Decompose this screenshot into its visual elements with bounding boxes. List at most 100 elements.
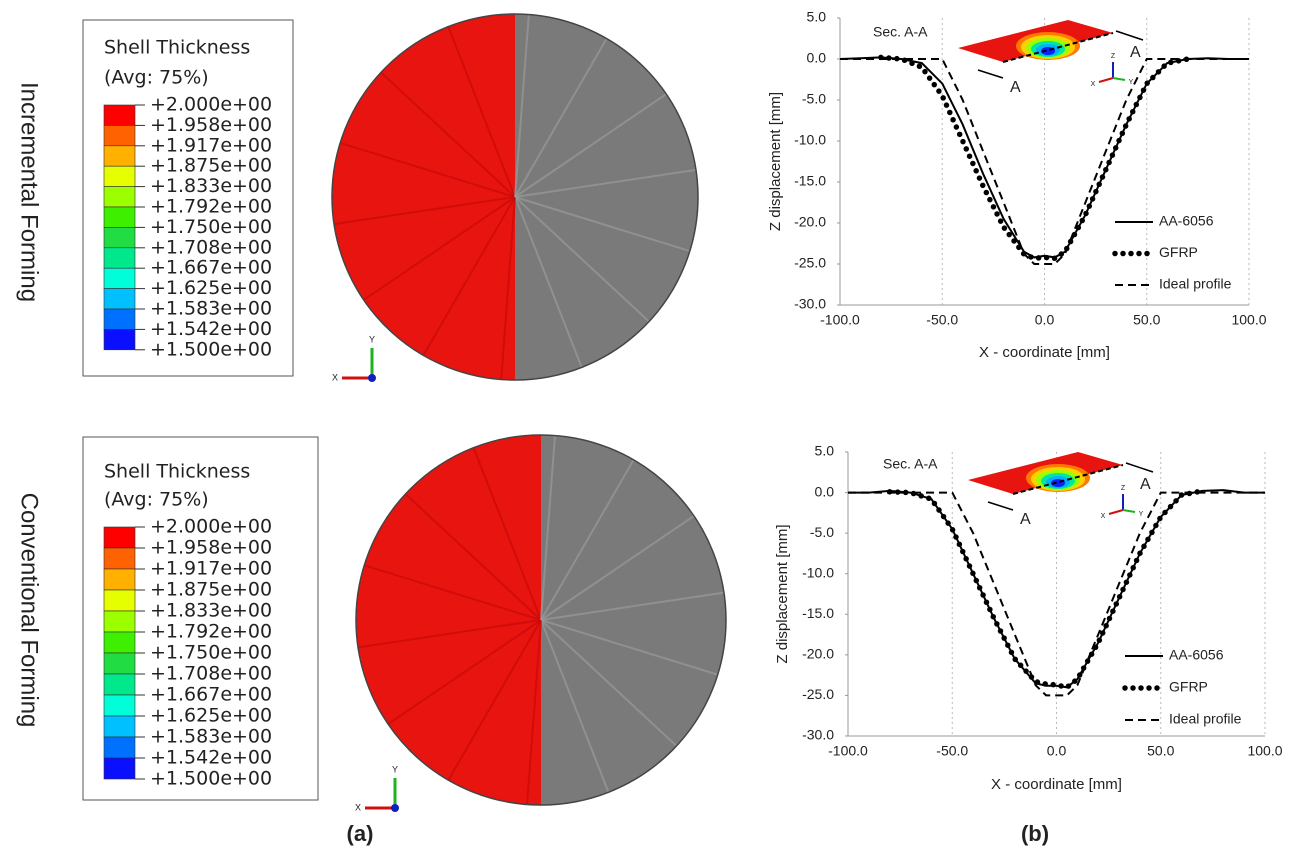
y-tick-label: -15.0 — [802, 605, 834, 621]
annotation: A — [1130, 44, 1141, 61]
legend-level: +1.667e+00 — [150, 257, 272, 279]
legend-swatch — [104, 248, 135, 268]
legend-swatch — [104, 146, 135, 166]
legend-swatch — [104, 737, 135, 758]
x-tick-label: 50.0 — [1147, 743, 1174, 759]
inset-axis-label: X — [1101, 513, 1106, 520]
x-tick-label: -50.0 — [926, 312, 958, 328]
legend-level: +1.542e+00 — [150, 318, 272, 340]
triad-label: X — [355, 802, 361, 812]
legend-label: Ideal profile — [1159, 276, 1232, 292]
annotation: A — [1020, 511, 1031, 528]
annotation: A — [1010, 79, 1021, 96]
x-tick-label: 100.0 — [1231, 312, 1266, 328]
y-tick-label: -10.0 — [802, 564, 834, 580]
legend-swatch — [104, 569, 135, 590]
legend-level: +1.958e+00 — [150, 114, 272, 136]
y-tick-label: -10.0 — [794, 132, 826, 148]
contour-gray-half — [541, 435, 726, 805]
y-tick-label: 5.0 — [815, 443, 835, 459]
legend-subtitle: (Avg: 75%) — [104, 489, 209, 511]
legend-level: +1.625e+00 — [150, 705, 272, 727]
legend-swatch — [104, 590, 135, 611]
series-line — [890, 491, 1203, 687]
y-tick-label: 5.0 — [807, 9, 827, 25]
row-label: Incremental Forming — [16, 82, 43, 302]
y-axis-title: Z displacement [mm] — [767, 92, 784, 231]
legend-swatch — [104, 548, 135, 569]
section-arrow — [978, 70, 1003, 78]
y-tick-label: 0.0 — [815, 483, 835, 499]
legend-swatch — [104, 758, 135, 779]
legend-swatch — [104, 187, 135, 207]
legend-level: +1.833e+00 — [150, 600, 272, 622]
legend-label: Ideal profile — [1169, 711, 1242, 727]
legend-swatch — [104, 289, 135, 309]
inset-axis-label: Z — [1121, 485, 1126, 492]
contour-gray-half — [515, 14, 698, 380]
inset-axis-label: X — [1091, 81, 1096, 88]
legend-label: GFRP — [1169, 679, 1208, 695]
legend-label: AA-6056 — [1169, 647, 1224, 663]
legend-swatch — [104, 207, 135, 227]
contour-red-half — [332, 14, 515, 380]
legend-level: +1.625e+00 — [150, 277, 272, 299]
annotation: A — [1140, 476, 1151, 493]
y-axis-title: Z displacement [mm] — [774, 524, 791, 663]
legend-level: +1.792e+00 — [150, 196, 272, 218]
section-arrow — [1116, 31, 1143, 40]
legend-swatch — [104, 527, 135, 548]
triad-origin — [391, 804, 399, 812]
legend-swatch — [104, 105, 135, 125]
legend-level: +1.708e+00 — [150, 663, 272, 685]
x-tick-label: -50.0 — [936, 743, 968, 759]
inset-axis — [1113, 78, 1125, 80]
section-arrow — [1126, 463, 1153, 472]
y-tick-label: -25.0 — [794, 255, 826, 271]
x-axis-title: X - coordinate [mm] — [979, 344, 1110, 361]
triad-origin — [368, 374, 376, 382]
y-tick-label: 0.0 — [807, 50, 827, 66]
x-tick-label: 0.0 — [1035, 312, 1055, 328]
legend-swatch — [104, 329, 135, 349]
legend-level: +1.750e+00 — [150, 642, 272, 664]
triad-label: Y — [392, 764, 398, 774]
legend-level: +1.917e+00 — [150, 134, 272, 156]
legend-level: +1.500e+00 — [150, 338, 272, 360]
inset-axis-label: Z — [1111, 53, 1116, 60]
legend-swatch — [104, 309, 135, 329]
x-tick-label: 0.0 — [1047, 743, 1067, 759]
legend-swatch — [104, 716, 135, 737]
legend-title: Shell Thickness — [104, 461, 250, 483]
page: { "panel_labels": ["(a)", "(b)"], "conto… — [0, 0, 1293, 855]
series-line — [881, 57, 1188, 258]
legend-level: +1.875e+00 — [150, 155, 272, 177]
annotation: Sec. A-A — [873, 24, 928, 40]
legend-level: +1.958e+00 — [150, 537, 272, 559]
legend-swatch — [104, 227, 135, 247]
legend-swatch — [104, 166, 135, 186]
y-tick-label: -20.0 — [802, 646, 834, 662]
legend-level: +2.000e+00 — [150, 516, 272, 538]
legend-label: GFRP — [1159, 244, 1198, 260]
legend-level: +1.875e+00 — [150, 579, 272, 601]
legend-level: +1.708e+00 — [150, 236, 272, 258]
legend-swatch — [104, 674, 135, 695]
legend-title: Shell Thickness — [104, 37, 250, 59]
y-tick-label: -25.0 — [802, 686, 834, 702]
legend-swatch — [104, 632, 135, 653]
y-tick-label: -20.0 — [794, 214, 826, 230]
legend-label: AA-6056 — [1159, 213, 1214, 229]
legend-swatch — [104, 695, 135, 716]
y-tick-label: -30.0 — [802, 727, 834, 743]
section-arrow — [988, 502, 1013, 510]
legend-swatch — [104, 611, 135, 632]
y-tick-label: -30.0 — [794, 296, 826, 312]
legend-level: +1.583e+00 — [150, 298, 272, 320]
legend-level: +1.583e+00 — [150, 726, 272, 748]
panel-label: (b) — [1021, 821, 1049, 846]
legend-level: +1.750e+00 — [150, 216, 272, 238]
row-label: Conventional Forming — [16, 493, 43, 728]
triad-label: Y — [369, 334, 375, 344]
triad-label: X — [332, 372, 338, 382]
